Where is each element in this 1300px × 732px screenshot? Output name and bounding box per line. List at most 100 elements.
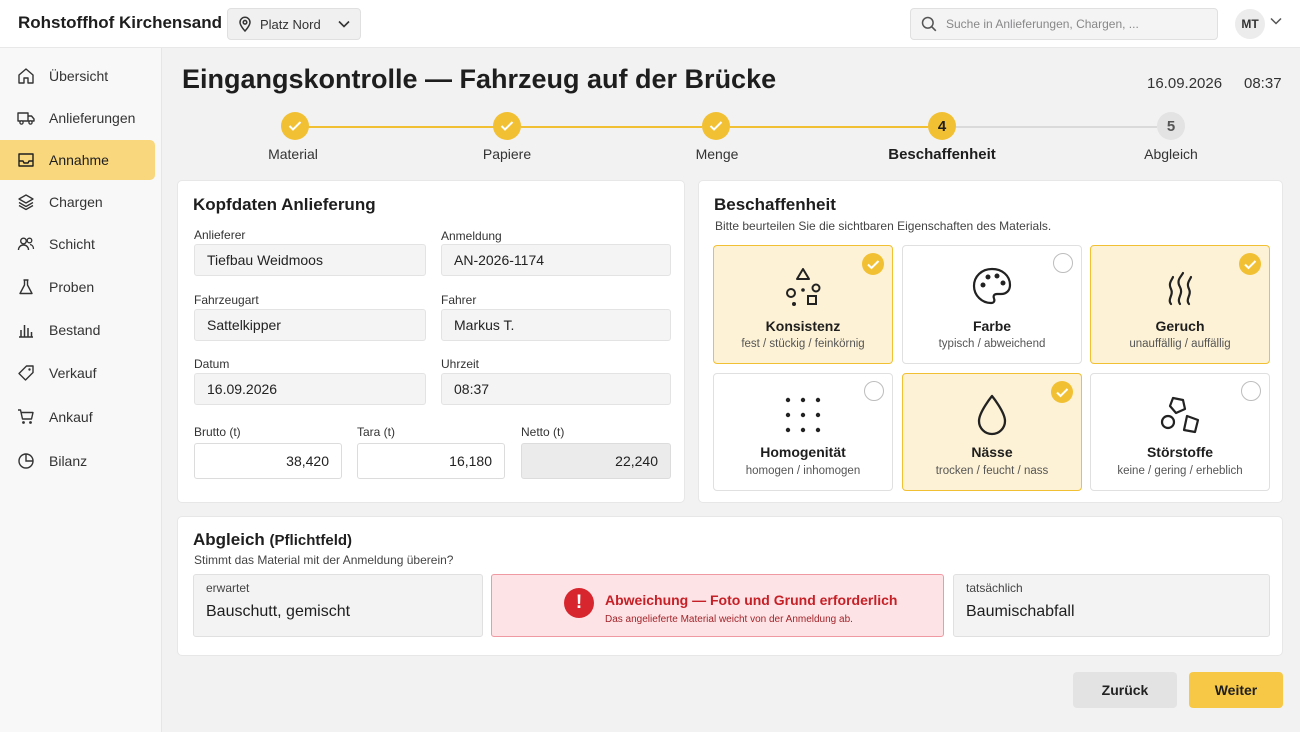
step-label: Abgleich [1144, 146, 1198, 162]
chevron-down-icon [338, 20, 350, 28]
check-icon [500, 121, 514, 131]
back-button[interactable]: Zurück [1073, 672, 1177, 708]
map-pin-icon [239, 16, 251, 32]
tile-description: keine / gering / erheblich [1117, 465, 1243, 477]
netto-field: 22,240 [521, 443, 671, 479]
tile-description: trocken / feucht / nass [935, 465, 1049, 477]
next-button[interactable]: Weiter [1189, 672, 1283, 708]
uhrzeit-label: Uhrzeit [441, 357, 480, 371]
uhrzeit-field[interactable]: 08:37 [441, 373, 671, 405]
quality-tile-farbe[interactable]: Farbe typisch / abweichend [902, 245, 1082, 364]
mismatch-alert[interactable]: ! Abweichung — Foto und Grund erforderli… [491, 574, 944, 637]
tile-description: homogen / inhomogen [745, 465, 861, 477]
card-title: Kopfdaten Anlieferung [193, 195, 376, 214]
datum-field[interactable]: 16.09.2026 [194, 373, 426, 405]
tile-title: Farbe [972, 318, 1012, 334]
card-title: Abgleich (Pflichtfeld) [193, 530, 352, 550]
quality-tile-stoerstoffe[interactable]: Störstoffe keine / gering / erheblich [1090, 373, 1270, 491]
dots-grid-icon [785, 397, 821, 433]
check-icon [709, 121, 723, 131]
step-2-done[interactable] [493, 112, 521, 140]
quality-tile-homogenitaet[interactable]: Homogenität homogen / inhomogen [713, 373, 893, 491]
step-1-done[interactable] [281, 112, 309, 140]
inbox-icon [18, 153, 34, 167]
search-input[interactable] [946, 17, 1206, 31]
sidebar-item-bestand[interactable]: Bestand [0, 310, 155, 350]
anlieferer-label: Anlieferer [194, 228, 246, 242]
droplet-icon [977, 394, 1007, 436]
tara-input[interactable]: 16,180 [357, 443, 505, 479]
quality-tile-naesse[interactable]: Nässe trocken / feucht / nass [902, 373, 1082, 491]
fahrer-label: Fahrer [441, 293, 477, 307]
actual-material-box: tatsächlich Baumischabfall [953, 574, 1270, 637]
brutto-input[interactable]: 38,420 [194, 443, 342, 479]
search-box [910, 8, 1218, 40]
alert-title: Abweichung — Foto und Grund erforderlich [605, 592, 898, 608]
step-3-done[interactable] [702, 112, 730, 140]
fahrer-field[interactable]: Markus T. [441, 309, 671, 341]
tile-title: Homogenität [760, 444, 846, 460]
step-label: Papiere [482, 146, 532, 162]
step-connector [956, 126, 1157, 128]
sidebar-item-chargen[interactable]: Chargen [0, 182, 155, 222]
tara-label: Tara (t) [357, 425, 396, 439]
quality-tile-geruch[interactable]: Geruch unauffällig / auffällig [1090, 245, 1270, 364]
debris-icon [1160, 396, 1200, 434]
sidebar-item-proben[interactable]: Proben [0, 267, 155, 307]
step-connector [730, 126, 928, 128]
quality-tile-konsistenz[interactable]: Konsistenz fest / stückig / feinkörnig [713, 245, 893, 364]
card-subtitle: Bitte beurteilen Sie die sichtbaren Eige… [715, 219, 1052, 233]
anmeldung-field[interactable]: AN-2026-1174 [441, 244, 671, 276]
sidebar-item-schicht[interactable]: Schicht [0, 224, 155, 264]
alert-text: Das angelieferte Material weicht von der… [605, 614, 853, 625]
sidebar-item-annahme[interactable]: Annahme [0, 140, 155, 180]
sidebar-item-bilanz[interactable]: Bilanz [0, 441, 155, 481]
cart-icon [18, 409, 34, 424]
sidebar-item-label: Schicht [49, 236, 95, 252]
sidebar-item-label: Verkauf [49, 365, 97, 381]
sidebar-item-label: Proben [49, 279, 95, 295]
expected-label: erwartet [206, 581, 250, 595]
anlieferer-field[interactable]: Tiefbau Weidmoos [194, 244, 426, 276]
chevron-down-icon[interactable] [1270, 17, 1282, 25]
tile-description: typisch / abweichend [938, 338, 1046, 350]
sidebar-item-uebersicht[interactable]: Übersicht [0, 56, 155, 96]
location-label: Platz Nord [260, 16, 321, 32]
delivery-header-card: Kopfdaten Anlieferung Anlieferer Tiefbau… [177, 180, 685, 503]
error-icon: ! [564, 588, 594, 618]
checkbox-unchecked[interactable] [1053, 253, 1073, 273]
checkbox-checked[interactable] [1239, 253, 1261, 275]
netto-label: Netto (t) [521, 425, 565, 439]
quality-card: Beschaffenheit Bitte beurteilen Sie die … [698, 180, 1283, 503]
sidebar-item-label: Chargen [49, 194, 103, 210]
home-icon [18, 68, 34, 84]
flask-icon [19, 279, 33, 295]
checkbox-unchecked[interactable] [1241, 381, 1261, 401]
tag-icon [18, 365, 34, 381]
fahrzeugart-field[interactable]: Sattelkipper [194, 309, 426, 341]
tile-description: fest / stückig / feinkörnig [741, 338, 865, 350]
step-label-current: Beschaffenheit [888, 146, 996, 163]
tile-title: Störstoffe [1146, 444, 1214, 460]
truck-icon [17, 112, 35, 125]
users-icon [17, 237, 35, 251]
step-label: Menge [695, 146, 739, 162]
location-select[interactable]: Platz Nord [227, 8, 361, 40]
sidebar-item-verkauf[interactable]: Verkauf [0, 353, 155, 393]
checkbox-checked[interactable] [1051, 381, 1073, 403]
odor-icon [1168, 271, 1193, 306]
step-4-current[interactable]: 4 [928, 112, 956, 140]
shapes-icon [786, 268, 821, 306]
sidebar: Übersicht Anlieferungen Annahme Chargen … [0, 48, 162, 732]
layers-icon [18, 194, 34, 211]
tile-title: Geruch [1155, 318, 1205, 334]
compare-question: Stimmt das Material mit der Anmeldung üb… [194, 553, 454, 567]
page-time: 08:37 [1244, 75, 1282, 92]
checkbox-checked[interactable] [862, 253, 884, 275]
sidebar-item-anlieferungen[interactable]: Anlieferungen [0, 98, 155, 138]
checkbox-unchecked[interactable] [864, 381, 884, 401]
sidebar-item-ankauf[interactable]: Ankauf [0, 397, 155, 437]
avatar[interactable]: MT [1235, 9, 1265, 39]
step-5-todo[interactable]: 5 [1157, 112, 1185, 140]
tile-description: unauffällig / auffällig [1129, 338, 1231, 350]
